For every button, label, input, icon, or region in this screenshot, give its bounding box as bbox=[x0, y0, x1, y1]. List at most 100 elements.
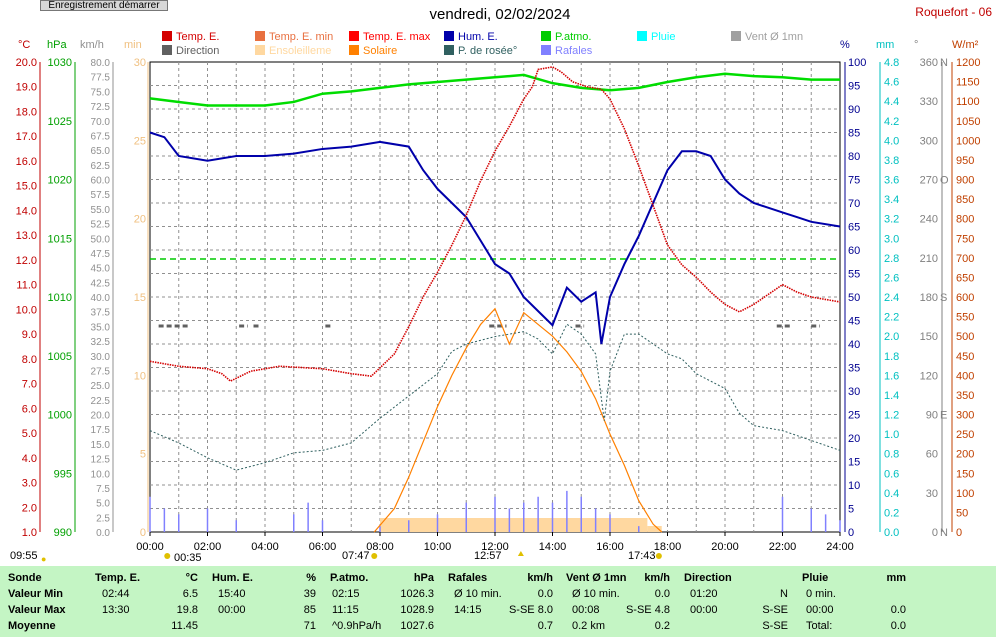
wind-tick: 5.0 bbox=[96, 499, 110, 510]
rain-tick: 0.8 bbox=[884, 449, 899, 461]
sunshine-bar-tail bbox=[647, 526, 662, 532]
wind-tick: 75.0 bbox=[91, 87, 111, 98]
legend-label: Solaire bbox=[363, 45, 398, 57]
table-cell: 39 bbox=[303, 588, 316, 600]
table-header: Temp. E. bbox=[95, 572, 141, 584]
table-cell: 02:44 bbox=[102, 588, 130, 600]
moonset-label: 00:35 bbox=[174, 552, 202, 564]
axis-unit-wind: km/h bbox=[80, 39, 104, 51]
table-cell: 1027.6 bbox=[400, 620, 434, 632]
table-cell: 13:30 bbox=[102, 604, 130, 616]
time-tick: 14:00 bbox=[539, 541, 567, 553]
legend-swatch bbox=[637, 31, 647, 41]
min-tick: 15 bbox=[134, 292, 146, 304]
temp-tick: 18.0 bbox=[16, 106, 37, 118]
table-header: Rafales bbox=[448, 572, 488, 584]
legend-item: Solaire bbox=[349, 45, 397, 57]
legend-item: Vent Ø 1mn bbox=[731, 31, 803, 43]
pressure-tick: 1025 bbox=[48, 116, 72, 128]
table-cell: 0.0 bbox=[537, 588, 553, 600]
table-cell: 11.45 bbox=[171, 620, 198, 632]
dir-tick: 360 bbox=[920, 57, 938, 69]
table-cell: Ø 10 min. bbox=[572, 588, 620, 600]
table-cell: 0.7 bbox=[537, 620, 553, 632]
temp-tick: 2.0 bbox=[22, 502, 37, 514]
legend-label: Vent Ø 1mn bbox=[745, 31, 804, 43]
wind-tick: 32.5 bbox=[91, 337, 111, 348]
table-cell: Total: bbox=[806, 620, 833, 632]
rain-tick: 0.6 bbox=[884, 468, 899, 480]
dir-card-tick: N bbox=[940, 57, 948, 69]
solar-tick: 100 bbox=[956, 488, 974, 500]
sunrise-label: 07:47 bbox=[342, 550, 370, 562]
pressure-tick: 1000 bbox=[48, 410, 72, 422]
legend-swatch bbox=[255, 45, 265, 55]
legend-swatch bbox=[349, 31, 359, 41]
rain-tick: 4.2 bbox=[884, 116, 899, 128]
temp-tick: 19.0 bbox=[16, 82, 37, 94]
rain-tick: 1.6 bbox=[884, 370, 899, 382]
hum-tick: 85 bbox=[848, 128, 860, 140]
rain-tick: 3.0 bbox=[884, 233, 899, 245]
dir-tick: 240 bbox=[920, 214, 938, 226]
pressure-tick: 1030 bbox=[48, 57, 72, 69]
wind-tick: 40.0 bbox=[91, 293, 111, 304]
legend-swatch bbox=[444, 45, 454, 55]
temp-tick: 10.0 bbox=[16, 304, 37, 316]
solar-tick: 300 bbox=[956, 410, 974, 422]
table-header: °C bbox=[185, 572, 198, 584]
solar-tick: 500 bbox=[956, 331, 974, 343]
dir-tick: 120 bbox=[920, 370, 938, 382]
table-row-label: Valeur Min bbox=[8, 588, 64, 600]
legend-item: Temp. E. bbox=[162, 31, 219, 43]
humidity-line bbox=[149, 131, 841, 345]
wind-tick: 77.5 bbox=[91, 73, 111, 84]
wind-tick: 55.0 bbox=[91, 205, 111, 216]
legend-item: Pluie bbox=[637, 31, 675, 43]
table-cell: 1026.3 bbox=[400, 588, 434, 600]
min-tick: 25 bbox=[134, 135, 146, 147]
temp-tick: 12.0 bbox=[16, 255, 37, 267]
rain-tick: 2.4 bbox=[884, 292, 899, 304]
solar-tick: 950 bbox=[956, 155, 974, 167]
legend-item: Ensoleilleme bbox=[255, 45, 331, 57]
min-tick: 5 bbox=[140, 449, 146, 461]
time-tick: 18:00 bbox=[654, 541, 682, 553]
wind-tick: 12.5 bbox=[91, 455, 111, 466]
wind-tick: 0.0 bbox=[96, 528, 110, 539]
dir-tick: 180 bbox=[920, 292, 938, 304]
pressure-tick: 1015 bbox=[48, 233, 72, 245]
time-tick: 22:00 bbox=[769, 541, 797, 553]
hum-tick: 90 bbox=[848, 104, 860, 116]
legend-label: Temp. E. bbox=[176, 31, 220, 43]
dir-tick: 30 bbox=[926, 488, 938, 500]
table-cell: 71 bbox=[303, 620, 316, 632]
solar-tick: 0 bbox=[956, 527, 962, 539]
table-row-label: Moyenne bbox=[8, 620, 56, 632]
solar-tick: 450 bbox=[956, 351, 974, 363]
rain-tick: 4.6 bbox=[884, 77, 899, 89]
time-tick: 08:00 bbox=[366, 541, 394, 553]
hum-tick: 15 bbox=[848, 457, 860, 469]
wind-tick: 27.5 bbox=[91, 366, 111, 377]
temp-tick: 6.0 bbox=[22, 403, 37, 415]
dir-tick: 210 bbox=[920, 253, 938, 265]
rain-tick: 1.2 bbox=[884, 410, 899, 422]
axis-unit-solar: W/m² bbox=[952, 39, 979, 51]
table-header: km/h bbox=[644, 572, 670, 584]
hum-tick: 20 bbox=[848, 433, 860, 445]
rain-tick: 2.2 bbox=[884, 312, 899, 324]
sunset-icon bbox=[655, 553, 662, 559]
wind-tick: 15.0 bbox=[91, 440, 111, 451]
moonset-icon bbox=[164, 553, 171, 559]
wind-tick: 2.5 bbox=[96, 513, 110, 524]
table-header: Direction bbox=[684, 572, 732, 584]
chart-area: 20.0 19.0 18.0 17.0 16.0 15.0 14.0 13.0 12.0 11.0… bbox=[16, 57, 980, 559]
record-start-button[interactable]: Enregistrement démarrer bbox=[40, 0, 168, 11]
table-header: mm bbox=[886, 572, 906, 584]
wind-tick: 70.0 bbox=[91, 117, 111, 128]
dir-tick: 150 bbox=[920, 331, 938, 343]
legend-swatch bbox=[541, 31, 551, 41]
pressure-tick: 1020 bbox=[48, 175, 72, 187]
